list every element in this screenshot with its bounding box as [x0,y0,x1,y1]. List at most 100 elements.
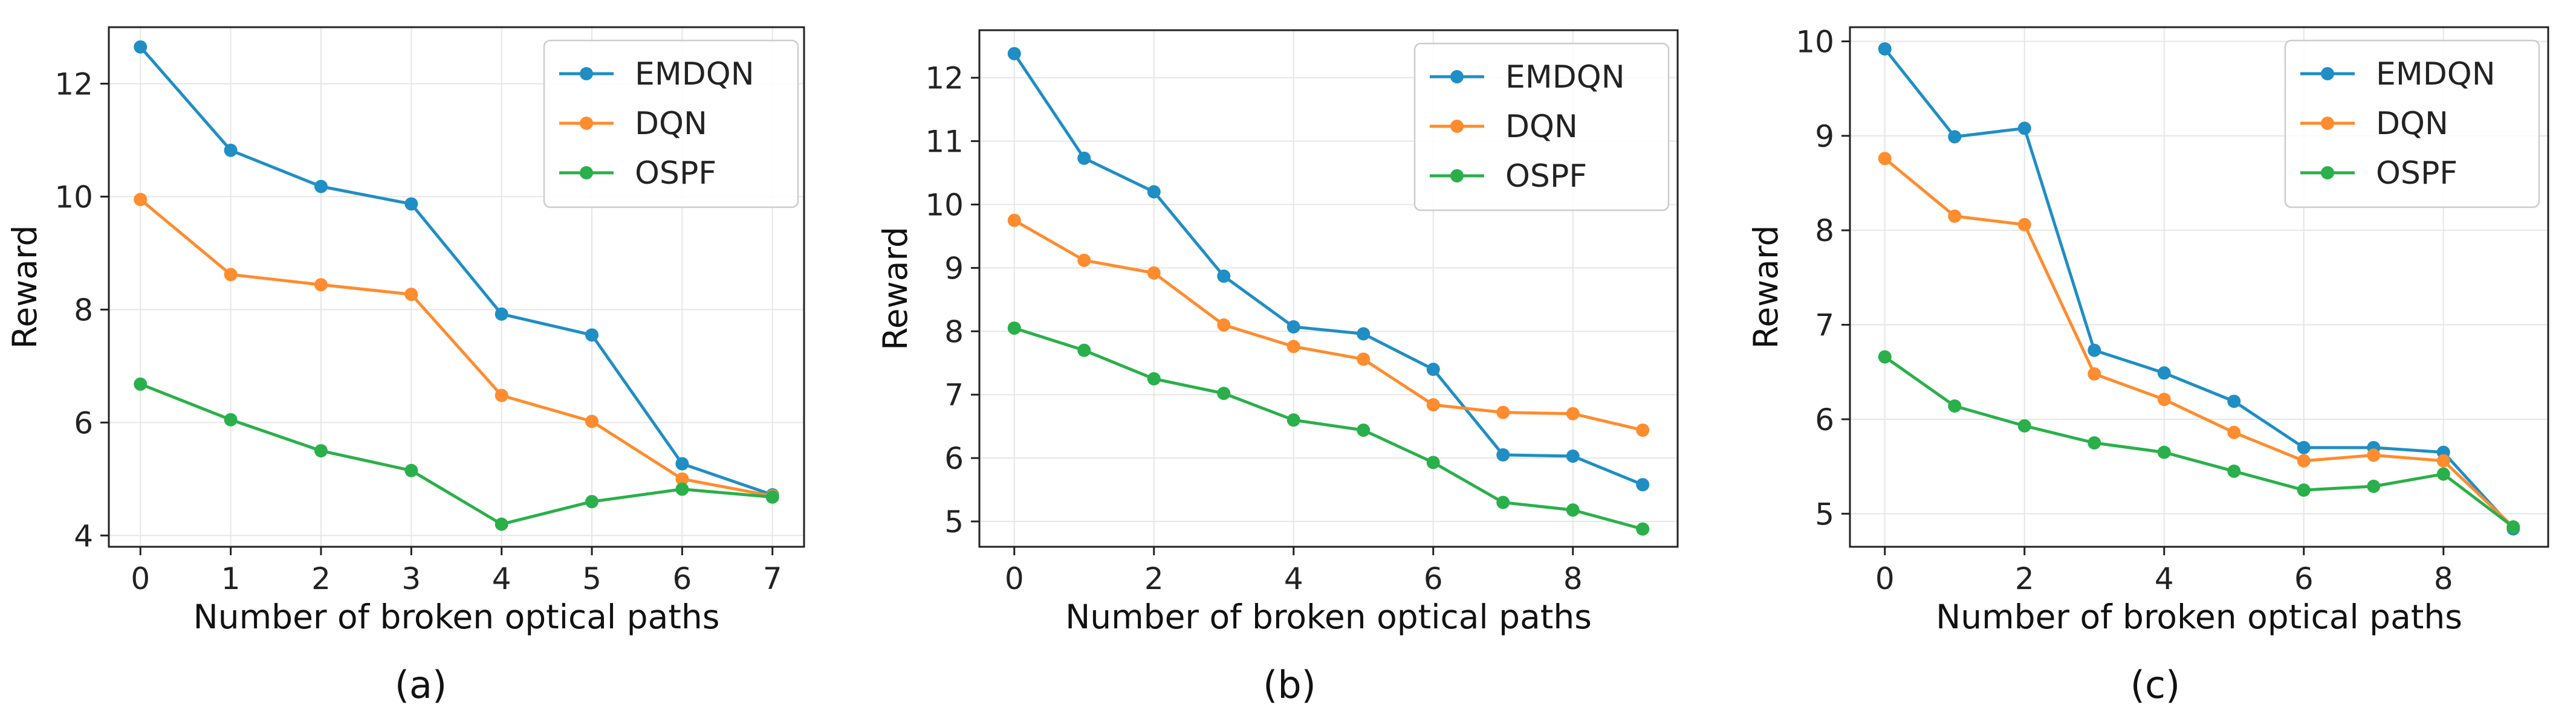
data-point-dqn [2157,393,2171,407]
y-tick-label: 9 [1815,119,1834,154]
data-point-ospf [1878,350,1892,364]
data-point-emdqn [224,143,238,157]
plot-frame [1849,26,2549,548]
legend-box [543,39,799,208]
legend-swatch-marker [580,117,593,130]
data-point-dqn [2227,425,2241,439]
data-point-emdqn [134,40,148,54]
series-line-emdqn [1883,48,2515,530]
panel-caption: (b) [1263,663,1316,707]
data-point-dqn [1496,405,1510,419]
series-line-dqn [1013,219,1643,432]
panel-caption: (c) [2130,663,2180,707]
x-axis-label: Number of broken optical paths [1065,598,1592,636]
y-tick-label: 11 [925,124,964,160]
legend-swatch-marker [1450,169,1464,182]
x-tick-label: 0 [131,561,150,596]
x-tick-label: 1 [221,561,241,596]
data-point-dqn [495,388,508,402]
data-point-dqn [224,268,238,282]
x-tick-label: 6 [1424,561,1443,596]
series-line-dqn [1884,157,2514,528]
x-tick-label: 8 [1563,561,1583,596]
x-tick-label: 0 [1875,561,1895,596]
x-tick-label: 3 [401,561,421,596]
data-point-ospf [1948,399,1962,413]
data-point-ospf [2017,419,2031,433]
y-tick-label: 4 [74,518,93,553]
data-point-dqn [314,278,328,292]
data-point-dqn [2367,448,2381,462]
data-point-emdqn [1948,130,1962,144]
data-point-emdqn [675,457,689,471]
x-tick-label: 6 [672,561,692,596]
x-tick-label: 4 [2155,561,2174,596]
y-tick-label: 12 [925,61,964,96]
x-tick-label: 4 [492,561,511,596]
y-tick-label: 6 [1815,402,1834,437]
y-axis-label: Reward [5,225,44,349]
data-point-dqn [585,414,599,428]
data-point-ospf [2367,479,2381,493]
legend-label: EMDQN [635,56,754,92]
data-point-ospf [224,413,238,427]
chart-panel-c: 0 2 4 6 8 5 6 7 8 9 10 Number of broken optical pat… [1747,24,2549,707]
legend-label: OSPF [1505,158,1587,195]
panel-caption: (a) [395,663,447,707]
series-line-ospf [1013,326,1643,531]
series-line-emdqn [139,46,773,497]
data-point-dqn [1636,423,1650,437]
data-point-ospf [1426,456,1440,469]
data-point-emdqn [1636,478,1650,492]
legend-box [1413,42,1670,211]
data-point-dqn [1217,318,1231,332]
y-tick-label: 12 [54,66,93,102]
data-point-ospf [1496,495,1510,509]
data-point-emdqn [2088,343,2101,357]
x-axis-label: Number of broken optical paths [193,598,720,636]
data-point-emdqn [1878,42,1892,56]
data-point-dqn [1566,407,1580,421]
x-tick-label: 2 [2015,561,2034,596]
data-point-ospf [2436,467,2450,481]
legend-label: EMDQN [1505,59,1625,95]
data-point-dqn [2088,367,2101,381]
legend-label: OSPF [635,155,716,192]
legend-label: EMDQN [2376,56,2496,92]
data-point-ospf [1357,423,1371,437]
data-point-emdqn [1426,363,1440,376]
legend-label: OSPF [2376,155,2458,192]
y-tick-label: 6 [74,405,93,440]
data-point-dqn [1286,340,1300,353]
data-point-dqn [404,288,418,301]
data-point-emdqn [2227,395,2241,408]
data-point-dqn [1878,152,1892,166]
data-point-emdqn [1357,327,1371,341]
data-point-ospf [1147,372,1161,385]
y-tick-label: 8 [1815,213,1834,248]
y-tick-label: 8 [944,314,964,349]
data-point-dqn [2436,454,2450,468]
series-line-dqn [139,198,773,498]
data-point-emdqn [2157,366,2171,380]
data-point-dqn [2017,218,2031,231]
legend-label: DQN [2376,106,2448,142]
x-tick-label: 0 [1005,561,1024,596]
data-point-emdqn [404,197,418,211]
y-axis-label: Reward [876,227,915,350]
data-point-emdqn [1496,448,1510,462]
chart-panel-b: 0 2 4 6 8 5 6 7 8 9 10 11 12 Number of broken optical… [876,29,1679,707]
data-point-dqn [1357,352,1371,366]
y-tick-label: 5 [1815,497,1834,532]
data-point-emdqn [314,179,328,193]
data-point-emdqn [1566,449,1580,463]
y-axis-label: Reward [1747,225,1785,349]
y-tick-label: 5 [944,504,964,540]
x-axis-label: Number of broken optical paths [1936,598,2462,636]
data-point-ospf [1286,413,1300,427]
y-tick-label: 10 [925,187,964,222]
plot-frame [108,26,805,548]
y-tick-label: 8 [74,292,93,327]
x-tick-label: 4 [1284,561,1303,596]
